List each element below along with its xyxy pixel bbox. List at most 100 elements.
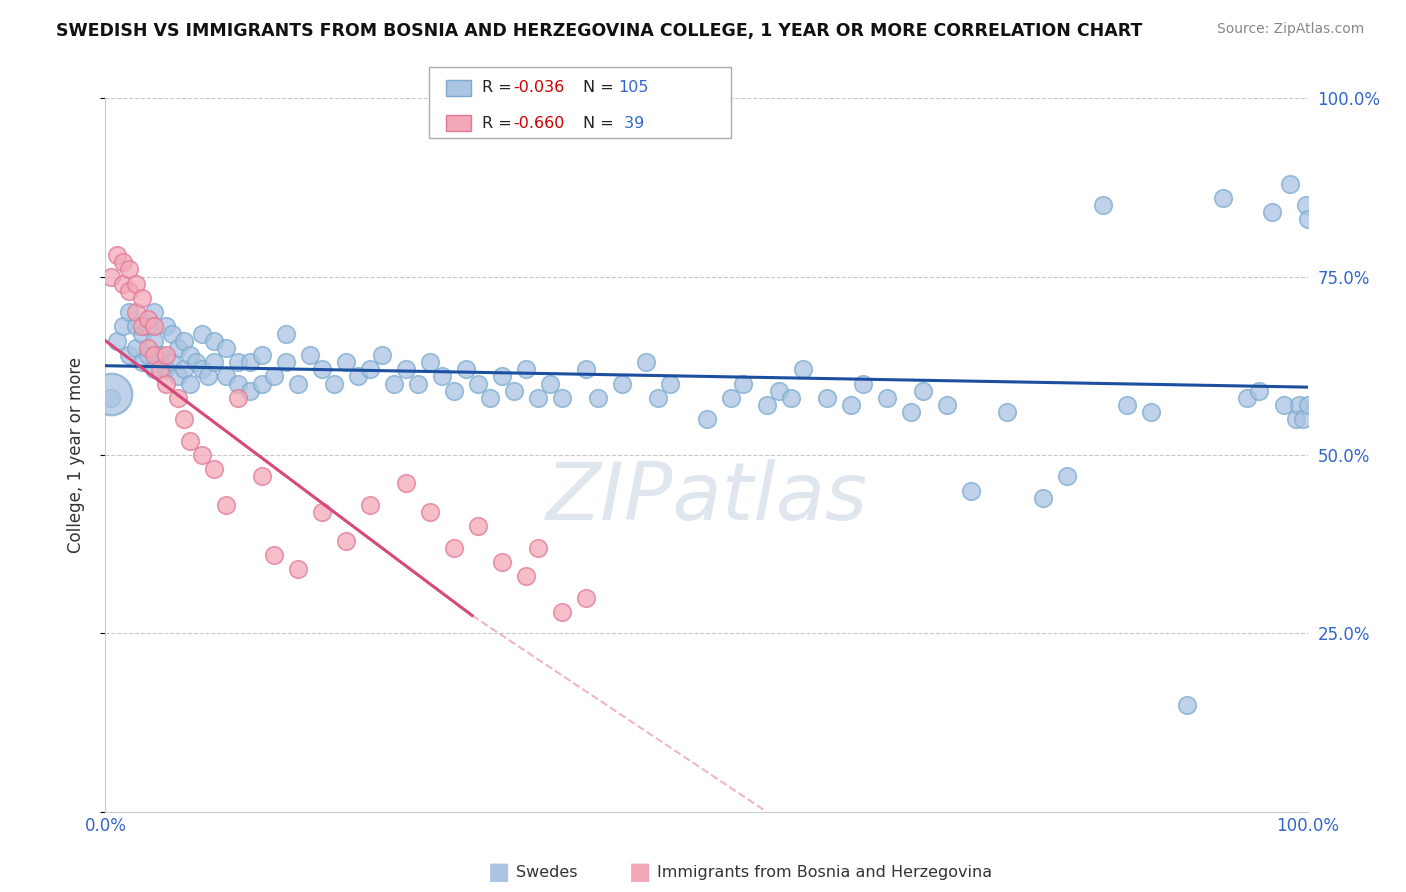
Point [100, 391, 122, 405]
Text: ZIPatlas: ZIPatlas [546, 458, 868, 537]
Text: -0.036: -0.036 [513, 80, 564, 95]
Point [815, 391, 838, 405]
Point [1288, 398, 1310, 412]
Point [515, 569, 537, 583]
Point [779, 391, 801, 405]
Point [214, 341, 236, 355]
Point [538, 376, 561, 391]
Point [491, 369, 513, 384]
Text: N =: N = [583, 116, 620, 130]
Point [527, 541, 550, 555]
Point [155, 362, 177, 376]
Point [160, 326, 183, 341]
Point [1092, 198, 1115, 212]
Point [1032, 491, 1054, 505]
Point [467, 519, 489, 533]
Point [335, 355, 357, 369]
Point [136, 312, 159, 326]
Point [322, 376, 344, 391]
Point [1295, 198, 1317, 212]
Text: SWEDISH VS IMMIGRANTS FROM BOSNIA AND HERZEGOVINA COLLEGE, 1 YEAR OR MORE CORREL: SWEDISH VS IMMIGRANTS FROM BOSNIA AND HE… [56, 22, 1143, 40]
Point [359, 498, 381, 512]
Point [250, 376, 273, 391]
Point [1175, 698, 1198, 712]
Point [100, 269, 122, 284]
Point [430, 369, 453, 384]
Point [1140, 405, 1163, 419]
Point [298, 348, 321, 362]
Point [696, 412, 718, 426]
Point [575, 362, 598, 376]
Y-axis label: College, 1 year or more: College, 1 year or more [66, 357, 84, 553]
Point [1284, 412, 1306, 426]
Point [419, 355, 441, 369]
Point [1116, 398, 1139, 412]
Point [118, 284, 141, 298]
Point [124, 305, 146, 319]
Point [142, 319, 165, 334]
Point [768, 384, 790, 398]
Point [136, 319, 159, 334]
Point [100, 387, 122, 401]
Point [202, 355, 225, 369]
Point [1260, 205, 1282, 219]
Point [588, 391, 610, 405]
Point [792, 362, 814, 376]
Point [287, 376, 309, 391]
Point [239, 355, 262, 369]
Point [419, 505, 441, 519]
Point [131, 355, 153, 369]
Point [371, 348, 394, 362]
Point [503, 384, 526, 398]
Point [647, 391, 669, 405]
Point [1296, 212, 1319, 227]
Point [1212, 191, 1234, 205]
Point [263, 369, 285, 384]
Point [731, 376, 754, 391]
Point [876, 391, 898, 405]
Point [197, 369, 219, 384]
Point [136, 341, 159, 355]
Point [118, 305, 141, 319]
Point [395, 476, 418, 491]
Point [214, 369, 236, 384]
Point [190, 362, 212, 376]
Point [226, 391, 249, 405]
Point [226, 355, 249, 369]
Point [107, 334, 129, 348]
Point [214, 498, 236, 512]
Text: 105: 105 [619, 80, 650, 95]
Point [839, 398, 862, 412]
Point [612, 376, 634, 391]
Point [1272, 398, 1295, 412]
Point [142, 305, 165, 319]
Point [900, 405, 922, 419]
Point [274, 326, 297, 341]
Point [720, 391, 742, 405]
Point [142, 362, 165, 376]
Point [311, 362, 333, 376]
Text: Swedes: Swedes [516, 865, 578, 880]
Point [155, 348, 177, 362]
Point [142, 348, 165, 362]
Point [359, 362, 381, 376]
Point [112, 277, 135, 291]
Point [406, 376, 429, 391]
Point [166, 369, 188, 384]
Point [1236, 391, 1258, 405]
Point [467, 376, 489, 391]
Point [1278, 177, 1301, 191]
Text: ■: ■ [628, 861, 651, 884]
Point [155, 319, 177, 334]
Point [124, 277, 146, 291]
Point [155, 376, 177, 391]
Point [491, 555, 513, 569]
Point [166, 341, 188, 355]
Point [250, 469, 273, 483]
Text: ■: ■ [488, 861, 510, 884]
Point [148, 348, 170, 362]
Point [202, 462, 225, 476]
Point [335, 533, 357, 548]
Point [1249, 384, 1271, 398]
Text: Source: ZipAtlas.com: Source: ZipAtlas.com [1216, 22, 1364, 37]
